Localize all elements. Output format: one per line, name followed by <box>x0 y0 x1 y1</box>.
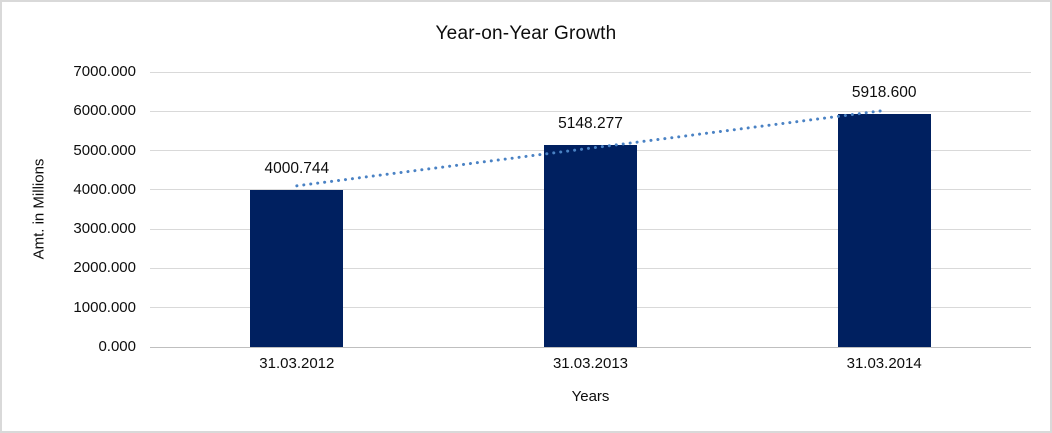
chart-title: Year-on-Year Growth <box>435 23 617 44</box>
x-tick-label: 31.03.2013 <box>552 355 629 372</box>
x-axis-title: Years <box>571 388 610 405</box>
bar-31.03.2013 <box>544 144 637 347</box>
bar-31.03.2014 <box>837 114 931 347</box>
x-tick-label: 31.03.2012 <box>259 355 335 372</box>
gridline <box>150 110 1031 112</box>
y-tick-label: 2000.000 <box>73 259 136 277</box>
y-tick-label: 4000.000 <box>73 180 136 198</box>
bar-31.03.2012 <box>250 189 344 347</box>
y-tick-label: 6000.000 <box>73 102 136 120</box>
x-tick-label: 31.03.2014 <box>846 355 922 372</box>
y-tick-label: 3000.000 <box>73 220 136 238</box>
x-axis-line <box>150 346 1031 348</box>
y-tick-label: 1000.000 <box>73 298 136 316</box>
y-axis-title: Amt. in Millions <box>30 158 48 260</box>
bar-value-label: 4000.744 <box>264 159 330 177</box>
y-tick-label: 0.000 <box>98 338 136 355</box>
y-tick-label: 7000.000 <box>73 63 136 80</box>
y-tick-label: 5000.000 <box>73 141 136 159</box>
bar-value-label: 5148.277 <box>558 114 623 132</box>
gridline <box>150 71 1031 73</box>
bar-value-label: 5918.600 <box>851 84 917 102</box>
